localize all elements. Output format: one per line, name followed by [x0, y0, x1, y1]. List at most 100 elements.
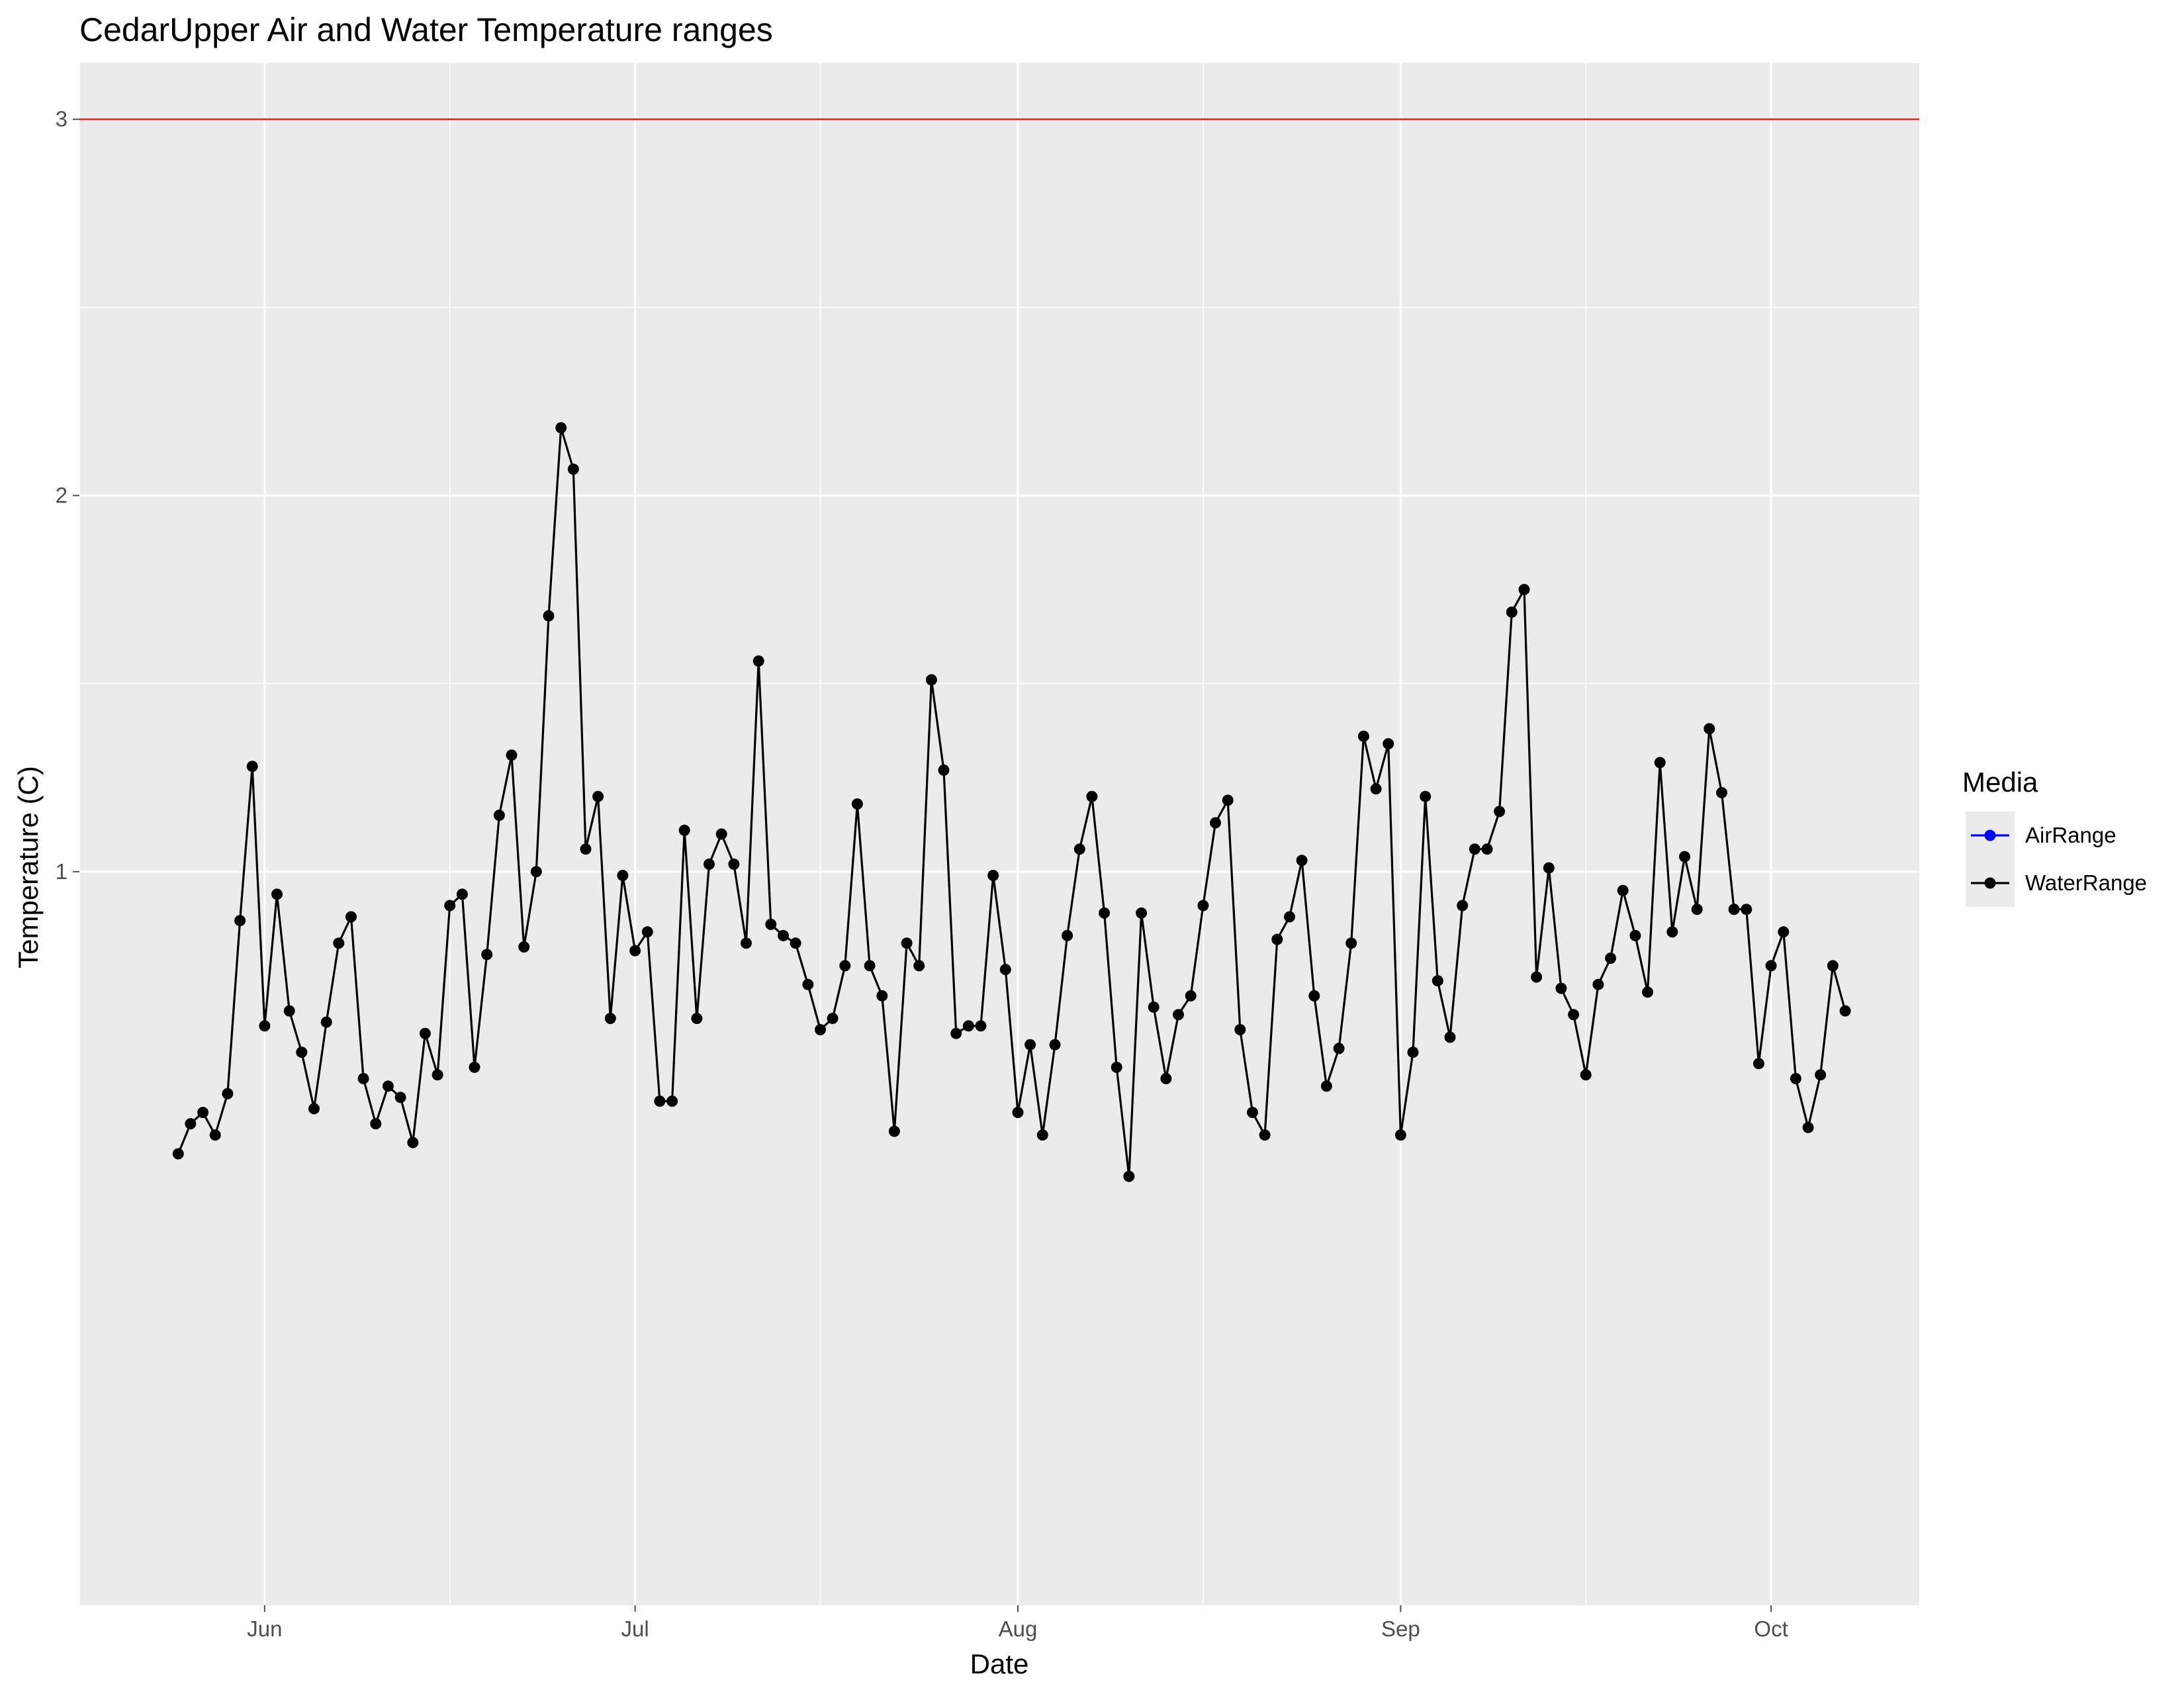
data-point [493, 810, 505, 821]
legend-entries: AirRange WaterRange [1966, 812, 2147, 907]
data-point [567, 463, 579, 475]
data-point [1136, 907, 1148, 919]
data-point [518, 941, 530, 953]
data-point [530, 866, 542, 878]
data-point [1629, 929, 1641, 941]
data-point [1420, 790, 1432, 802]
data-point [172, 1148, 184, 1160]
data-point [506, 749, 518, 761]
data-point [604, 1013, 616, 1024]
data-point [1752, 1058, 1764, 1070]
data-point [1160, 1072, 1172, 1084]
data-point [1518, 584, 1530, 596]
data-point [1481, 843, 1493, 855]
data-point [320, 1016, 332, 1028]
data-point [654, 1096, 666, 1107]
x-axis: Jun Jul Aug Sep Oct [247, 1605, 1788, 1641]
data-point [1036, 1129, 1048, 1141]
data-point [1716, 787, 1727, 798]
legend-label: AirRange [2025, 823, 2116, 847]
data-point [987, 870, 999, 881]
legend-label: WaterRange [2025, 870, 2147, 895]
data-point [1531, 971, 1543, 983]
chart-title: CedarUpper Air and Water Temperature ran… [79, 11, 773, 48]
data-point [1296, 855, 1308, 867]
data-point [741, 937, 752, 949]
data-point [715, 828, 727, 840]
data-point [778, 929, 789, 941]
x-tick-label: Aug [999, 1617, 1038, 1641]
data-point [1320, 1080, 1332, 1092]
data-point [308, 1103, 320, 1115]
data-point [185, 1118, 197, 1130]
data-point [1444, 1031, 1456, 1043]
data-point [1345, 937, 1357, 949]
data-point [888, 1125, 900, 1137]
data-point [641, 926, 653, 938]
data-point [1284, 911, 1295, 923]
data-point [1494, 806, 1506, 818]
data-point [543, 610, 555, 622]
data-point [1394, 1129, 1406, 1141]
data-point [1111, 1061, 1122, 1073]
data-point [592, 790, 604, 802]
data-point [728, 859, 740, 870]
data-point [1073, 843, 1085, 855]
legend: Media AirRange WaterRange [1962, 767, 2147, 907]
data-point [1642, 986, 1653, 998]
data-point [1432, 975, 1443, 987]
series-group [172, 422, 1851, 1182]
data-point [962, 1020, 974, 1032]
data-point [704, 859, 715, 870]
data-point [357, 1072, 369, 1084]
data-point [382, 1080, 394, 1092]
data-point [1173, 1009, 1184, 1021]
data-point [469, 1061, 480, 1073]
data-point [1728, 904, 1740, 915]
data-point [1099, 907, 1111, 919]
data-point [1222, 794, 1234, 806]
data-point [1592, 978, 1604, 990]
series-line-waterrange [177, 426, 1846, 1178]
data-point [1407, 1047, 1419, 1058]
data-point [1543, 862, 1555, 874]
data-point [370, 1118, 382, 1130]
data-point [1271, 933, 1283, 945]
data-point [1506, 606, 1518, 618]
data-point [1333, 1043, 1345, 1055]
y-tick-label: 1 [56, 859, 68, 884]
data-point [851, 798, 863, 810]
data-point [1555, 982, 1567, 994]
data-point [1049, 1039, 1061, 1051]
data-point [925, 674, 937, 686]
data-point [444, 900, 456, 912]
data-point [407, 1137, 419, 1149]
data-point [481, 949, 493, 961]
data-point [1691, 904, 1703, 915]
y-tick-label: 3 [56, 107, 68, 131]
data-point [580, 843, 592, 855]
data-point [456, 888, 468, 900]
data-point [333, 937, 345, 949]
data-point [1666, 926, 1678, 938]
data-point [394, 1092, 406, 1103]
data-point [222, 1088, 234, 1100]
data-point [1778, 926, 1790, 938]
data-point [617, 870, 629, 881]
data-point [1580, 1069, 1592, 1081]
data-point [1210, 817, 1221, 829]
data-point [1741, 904, 1752, 915]
data-point [1123, 1170, 1135, 1182]
data-point [271, 888, 283, 900]
x-tick-label: Sep [1381, 1617, 1420, 1641]
data-point [913, 960, 925, 972]
x-tick-label: Oct [1754, 1617, 1788, 1641]
data-point [864, 960, 876, 972]
data-point [691, 1013, 703, 1024]
data-point [1024, 1039, 1036, 1051]
data-point [752, 655, 764, 667]
legend-key-point [1984, 877, 1996, 889]
data-point [296, 1047, 308, 1058]
data-point [1469, 843, 1480, 855]
